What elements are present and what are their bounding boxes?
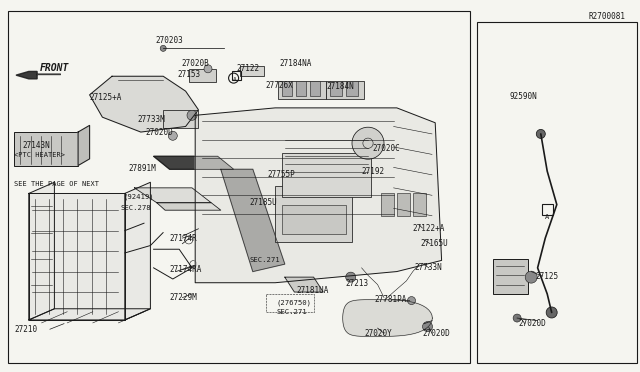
Bar bbox=[282, 153, 371, 197]
Text: A: A bbox=[545, 214, 549, 220]
Text: SEC.271: SEC.271 bbox=[250, 257, 280, 263]
Text: 27122: 27122 bbox=[237, 64, 260, 73]
Text: FRONT: FRONT bbox=[40, 63, 69, 73]
Polygon shape bbox=[16, 71, 61, 79]
Bar bbox=[275, 186, 352, 242]
Text: 27125+A: 27125+A bbox=[90, 93, 122, 102]
Circle shape bbox=[422, 322, 433, 331]
Bar bbox=[413, 193, 426, 216]
Circle shape bbox=[525, 271, 537, 283]
Text: 27733M: 27733M bbox=[138, 115, 165, 124]
Bar bbox=[282, 81, 292, 96]
Circle shape bbox=[187, 110, 197, 120]
Bar bbox=[189, 69, 216, 82]
Text: 27174RA: 27174RA bbox=[170, 265, 202, 274]
Circle shape bbox=[204, 65, 212, 73]
Text: SEE THE PAGE OF NEXT: SEE THE PAGE OF NEXT bbox=[14, 181, 99, 187]
Text: (92419): (92419) bbox=[124, 194, 154, 201]
Text: <PTC HEATER>: <PTC HEATER> bbox=[14, 153, 65, 158]
Bar bbox=[8, 11, 470, 363]
Text: 27229M: 27229M bbox=[170, 293, 197, 302]
Polygon shape bbox=[78, 125, 90, 166]
Text: SEC.278: SEC.278 bbox=[120, 205, 151, 211]
Circle shape bbox=[160, 45, 166, 51]
Polygon shape bbox=[221, 169, 285, 272]
Text: 27153: 27153 bbox=[178, 70, 201, 79]
Text: A: A bbox=[233, 77, 236, 82]
Text: 27891M: 27891M bbox=[128, 164, 156, 173]
Bar bbox=[326, 81, 364, 99]
Circle shape bbox=[352, 127, 384, 159]
Text: 27184N: 27184N bbox=[326, 82, 354, 91]
Text: 27184NA: 27184NA bbox=[280, 60, 312, 68]
Polygon shape bbox=[157, 203, 221, 210]
Text: 27726X: 27726X bbox=[266, 81, 293, 90]
Bar bbox=[282, 205, 346, 234]
Text: 27020Y: 27020Y bbox=[365, 329, 392, 338]
Bar bbox=[296, 81, 306, 96]
Circle shape bbox=[346, 272, 356, 282]
Bar bbox=[278, 81, 326, 99]
Text: 27020C: 27020C bbox=[372, 144, 400, 153]
Text: 27165U: 27165U bbox=[420, 239, 448, 248]
Bar bbox=[330, 81, 342, 96]
Circle shape bbox=[546, 307, 557, 318]
Text: 92590N: 92590N bbox=[509, 92, 537, 101]
Text: (276750): (276750) bbox=[276, 300, 312, 307]
Text: 27020D: 27020D bbox=[422, 329, 450, 338]
Text: R2700081: R2700081 bbox=[589, 12, 626, 21]
Bar bbox=[346, 81, 358, 96]
Polygon shape bbox=[195, 108, 442, 283]
Circle shape bbox=[536, 129, 545, 138]
Text: 27210: 27210 bbox=[14, 325, 37, 334]
Text: SEC.271: SEC.271 bbox=[276, 310, 307, 315]
Bar bbox=[397, 193, 410, 216]
Text: 27020D: 27020D bbox=[146, 128, 173, 137]
Text: 27020B: 27020B bbox=[181, 60, 209, 68]
Bar bbox=[477, 22, 637, 363]
Text: 27733N: 27733N bbox=[415, 263, 442, 272]
Polygon shape bbox=[29, 193, 125, 320]
Text: 27125: 27125 bbox=[535, 272, 558, 280]
Text: 27181UA: 27181UA bbox=[296, 286, 329, 295]
Bar bbox=[14, 132, 78, 166]
Text: 27122+A: 27122+A bbox=[413, 224, 445, 232]
Bar bbox=[542, 204, 553, 215]
Text: 27020D: 27020D bbox=[518, 319, 546, 328]
Bar bbox=[493, 259, 528, 294]
Polygon shape bbox=[134, 188, 211, 203]
Polygon shape bbox=[29, 309, 150, 320]
Bar bbox=[232, 71, 241, 80]
Text: 27755P: 27755P bbox=[268, 170, 295, 179]
Circle shape bbox=[513, 314, 521, 322]
Circle shape bbox=[168, 131, 177, 140]
Bar bbox=[240, 66, 264, 76]
Polygon shape bbox=[285, 277, 323, 292]
Polygon shape bbox=[154, 156, 234, 169]
Polygon shape bbox=[125, 182, 150, 320]
Text: 27174R: 27174R bbox=[170, 234, 197, 243]
Bar bbox=[310, 81, 320, 96]
Polygon shape bbox=[29, 182, 54, 320]
Polygon shape bbox=[343, 300, 432, 336]
Text: 27185U: 27185U bbox=[250, 198, 277, 207]
Bar bbox=[163, 110, 198, 128]
Text: 27143N: 27143N bbox=[22, 141, 50, 150]
Polygon shape bbox=[90, 76, 198, 132]
Text: 270203: 270203 bbox=[156, 36, 183, 45]
Bar bbox=[381, 193, 394, 216]
Text: 27192: 27192 bbox=[362, 167, 385, 176]
Text: 27213: 27213 bbox=[346, 279, 369, 288]
Circle shape bbox=[408, 296, 415, 305]
Text: 27781PA: 27781PA bbox=[374, 295, 407, 304]
